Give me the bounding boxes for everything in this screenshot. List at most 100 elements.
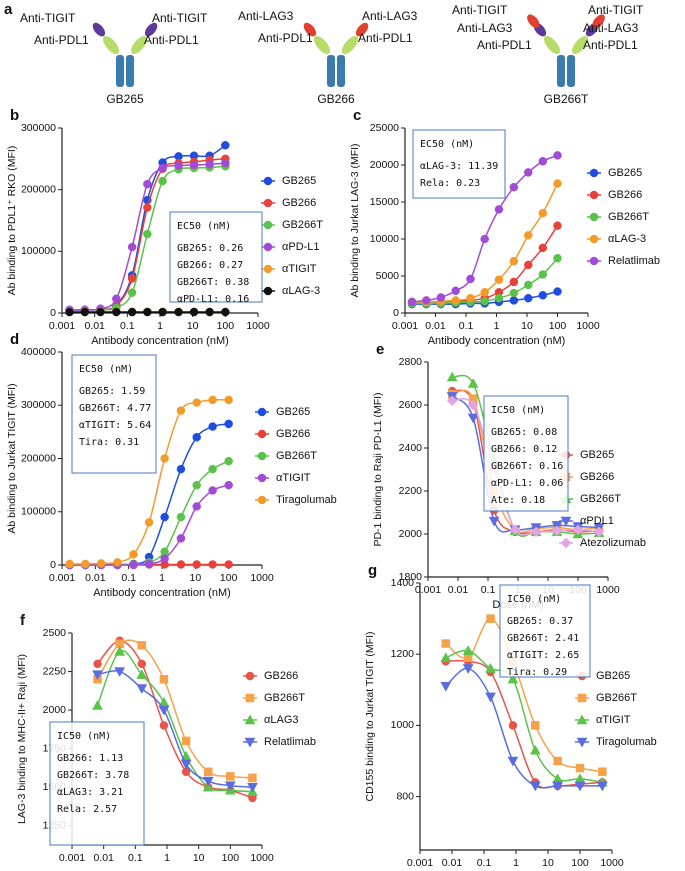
x-tick-label: 0.1 <box>477 857 492 866</box>
annotation-line: Rela: 2.57 <box>57 804 117 815</box>
x-tick-label: 0.001 <box>49 572 75 584</box>
data-point <box>160 512 169 522</box>
data-point <box>529 744 541 755</box>
annotation-title: EC50 (nM) <box>177 221 231 232</box>
data-point <box>552 781 564 792</box>
legend-label: αLAG-3 <box>608 233 646 245</box>
x-tick-label: 0.001 <box>415 584 441 596</box>
data-point <box>531 721 540 730</box>
data-point <box>189 160 199 170</box>
data-point <box>192 560 201 569</box>
annotation-line: GB266: 1.13 <box>57 753 123 764</box>
y-tick-label: 2250 <box>43 665 67 677</box>
legend-label: Tiragolumab <box>276 494 337 506</box>
annotation-line: GB266T: 4.77 <box>79 403 151 414</box>
data-point <box>208 464 217 474</box>
data-point <box>508 721 518 730</box>
legend-label: GB266T <box>282 219 323 231</box>
legend-label: αPD-L1 <box>282 241 320 253</box>
annotation-title: IC50 (nM) <box>507 594 561 605</box>
fc-chain <box>567 55 575 87</box>
x-tick-label: 100 <box>571 857 589 866</box>
data-point <box>176 406 186 415</box>
x-tick-label: 1000 <box>600 857 624 866</box>
annotation-line: Ate: 0.18 <box>491 495 545 506</box>
data-point <box>224 560 233 569</box>
data-point <box>446 395 458 407</box>
fab-tip <box>527 14 540 28</box>
antibody-arm-label: Anti-PDL1 <box>144 33 199 47</box>
y-tick-label: 2600 <box>399 399 423 411</box>
panel-letter: b <box>10 107 19 124</box>
data-point <box>189 307 199 317</box>
fc-chain <box>557 55 565 87</box>
x-tick-label: 0.1 <box>128 852 143 864</box>
x-tick-label: 1 <box>164 852 170 864</box>
data-point <box>92 670 103 681</box>
legend-label: GB266 <box>580 471 614 483</box>
data-point <box>507 673 519 684</box>
panel-letter: f <box>20 612 26 629</box>
y-tick-label: 2500 <box>43 627 67 639</box>
annotation-box <box>49 721 145 846</box>
x-tick-label: 0.001 <box>392 320 418 332</box>
x-tick-label: 0.001 <box>407 857 433 866</box>
data-point <box>202 776 214 787</box>
data-point <box>143 229 152 239</box>
antibody-arm-label: Anti-LAG3 <box>583 21 639 35</box>
y-tick-label: 0 <box>50 559 56 571</box>
y-tick-label: 100000 <box>21 506 56 518</box>
data-point <box>507 756 519 767</box>
data-point <box>127 288 137 297</box>
data-point <box>538 157 548 166</box>
annotation-line: GB266T: 2.41 <box>507 633 579 644</box>
data-point <box>192 432 201 442</box>
annotation-box <box>483 395 569 512</box>
x-tick-label: 1000 <box>246 320 270 332</box>
data-point <box>208 422 217 431</box>
annotation-line: GB265: 1.59 <box>79 386 145 397</box>
x-tick-label: 0.1 <box>459 320 474 332</box>
y-tick-label: 5000 <box>376 270 400 282</box>
y-tick-label: 1800 <box>399 571 423 583</box>
data-point <box>143 203 152 212</box>
y-tick-label: 2000 <box>43 704 67 716</box>
annotation-line: αTIGIT: 5.64 <box>79 420 151 431</box>
data-point <box>221 307 230 317</box>
legend-label: GB265 <box>580 449 614 461</box>
data-point <box>530 526 542 538</box>
data-point <box>205 307 214 317</box>
x-tick-label: 10 <box>189 572 201 584</box>
annotation-line: GB265: 0.08 <box>491 427 557 438</box>
legend-label: αLAG-3 <box>282 285 320 297</box>
data-point <box>114 645 126 656</box>
fab-arm <box>313 35 331 55</box>
annotation-line: GB266T: 3.78 <box>57 770 129 781</box>
data-point <box>553 756 562 766</box>
data-point <box>440 681 452 692</box>
data-point <box>552 773 564 784</box>
fab-arm <box>341 35 359 55</box>
antibody-arm-label: Anti-PDL1 <box>358 31 413 45</box>
x-tick-label: 10 <box>542 857 554 866</box>
data-point <box>466 293 475 303</box>
panel-letter: e <box>376 341 384 358</box>
data-point <box>221 158 230 168</box>
data-point <box>159 675 169 684</box>
data-point <box>208 395 217 405</box>
antibody-arm-label: Anti-PDL1 <box>34 33 89 47</box>
y-axis-title: CD155 binding to Jurkat TIGIT (MFI) <box>364 631 376 801</box>
x-tick-label: 0.01 <box>84 320 105 332</box>
data-point <box>181 736 191 746</box>
annotation-line: Tira: 0.29 <box>507 667 567 678</box>
x-tick-label: 0.01 <box>425 320 446 332</box>
x-tick-label: 0.01 <box>448 584 469 596</box>
data-point <box>436 293 446 302</box>
annotation-title: IC50 (nM) <box>57 731 111 742</box>
data-point <box>524 168 533 177</box>
data-point <box>440 652 452 663</box>
data-point <box>407 297 417 307</box>
data-point <box>574 781 586 792</box>
x-tick-label: 1000 <box>576 320 600 332</box>
data-point <box>192 398 201 407</box>
